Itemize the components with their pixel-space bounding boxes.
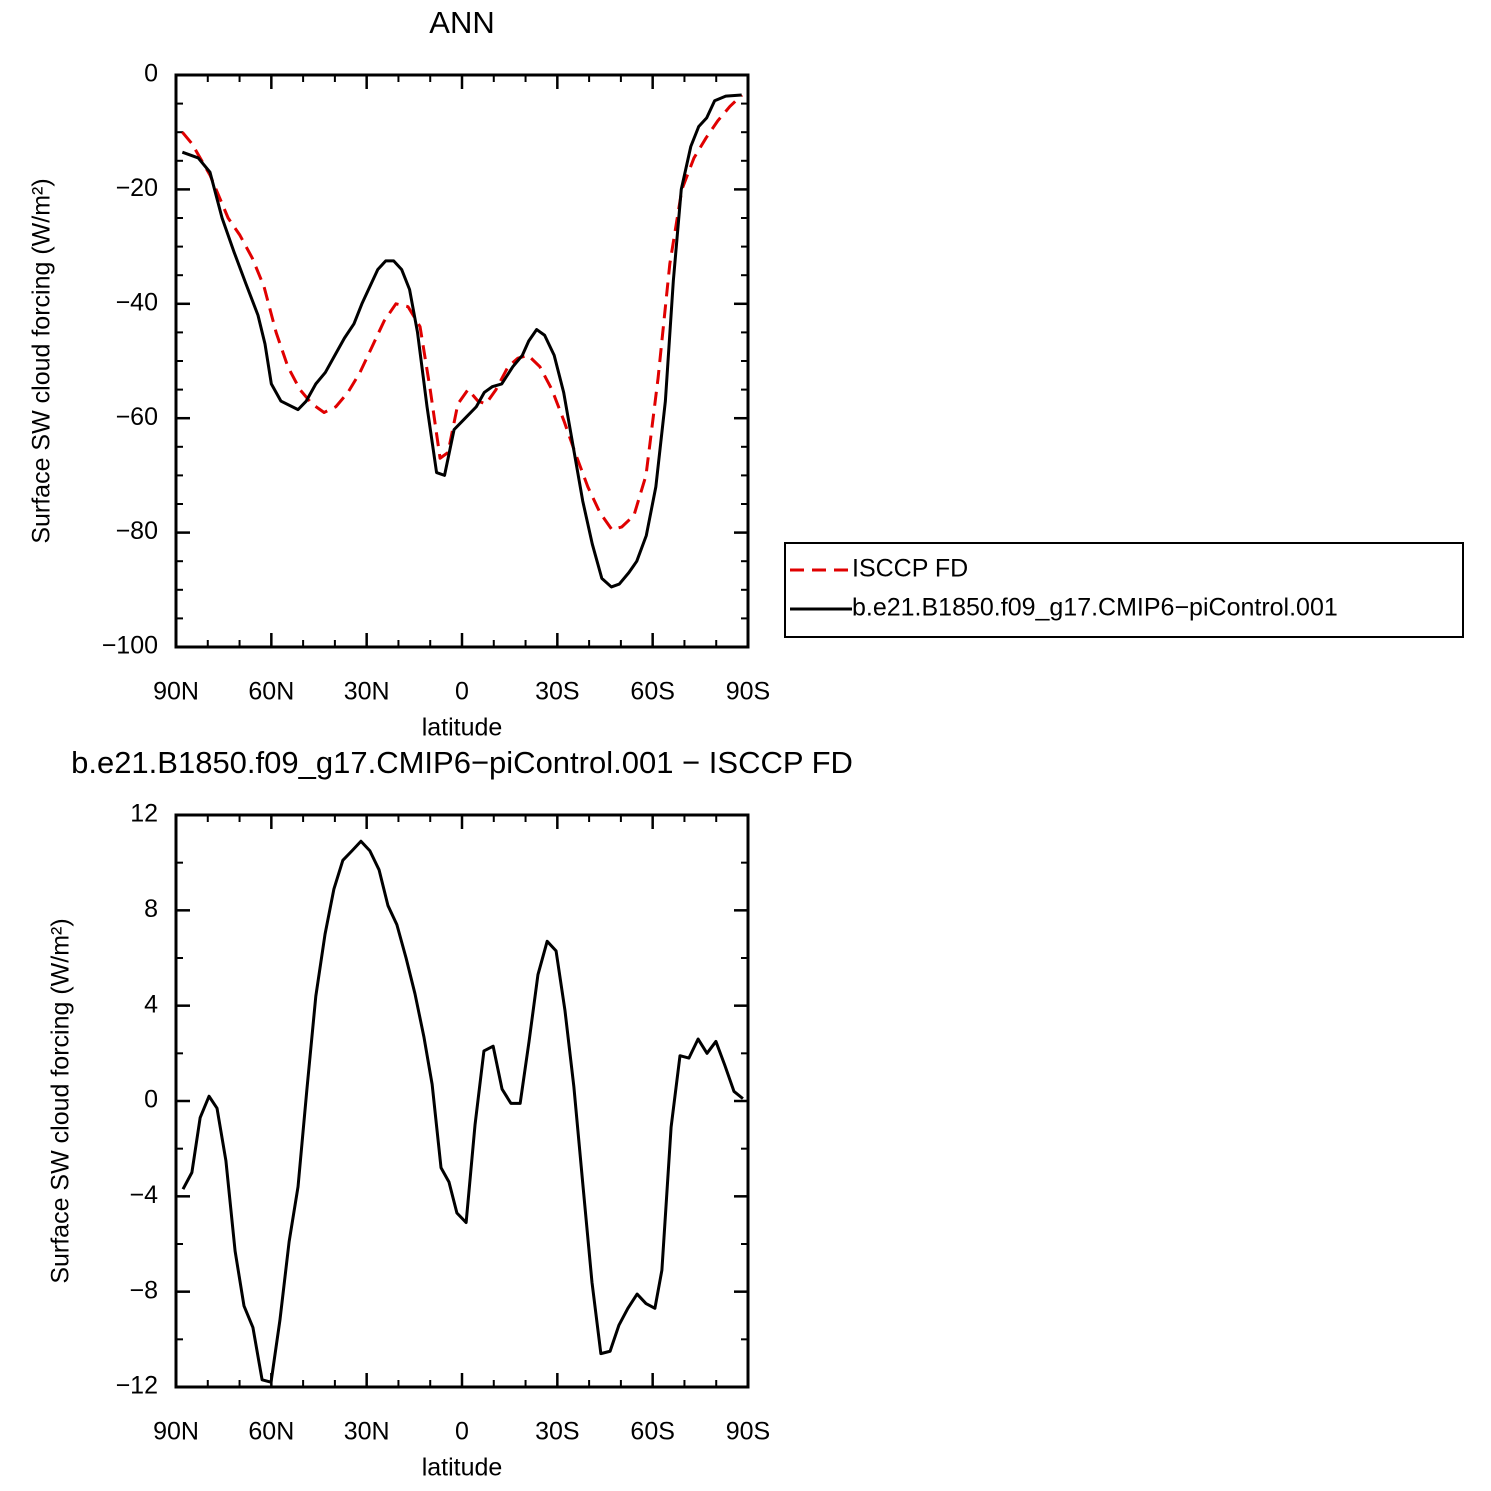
y-tick-label: 8 bbox=[144, 895, 158, 923]
y-tick-label: −80 bbox=[116, 517, 158, 545]
x-tick-label: 30N bbox=[344, 678, 390, 706]
y-tick-label: 0 bbox=[144, 1086, 158, 1114]
x-tick-label: 90S bbox=[726, 1418, 770, 1446]
x-axis-label: latitude bbox=[422, 714, 503, 742]
x-tick-label: 90S bbox=[726, 678, 770, 706]
x-axis-label: latitude bbox=[422, 1454, 503, 1482]
y-tick-label: 4 bbox=[144, 990, 158, 1018]
data-line bbox=[181, 839, 744, 1384]
chart-title: b.e21.B1850.f09_g17.CMIP6−piControl.001 … bbox=[71, 745, 853, 780]
y-tick-label: −60 bbox=[116, 403, 158, 431]
x-tick-label: 60N bbox=[248, 1418, 294, 1446]
x-tick-label: 0 bbox=[455, 1418, 469, 1446]
data-line bbox=[181, 93, 742, 589]
x-tick-label: 0 bbox=[455, 678, 469, 706]
chart-title: ANN bbox=[429, 5, 494, 40]
y-tick-label: 0 bbox=[144, 60, 158, 88]
x-tick-label: 30S bbox=[535, 678, 579, 706]
y-axis-label: Surface SW cloud forcing (W/m²) bbox=[47, 918, 75, 1283]
y-axis-label: Surface SW cloud forcing (W/m²) bbox=[28, 178, 56, 543]
y-tick-label: −20 bbox=[116, 174, 158, 202]
x-tick-label: 30S bbox=[535, 1418, 579, 1446]
y-tick-label: −12 bbox=[116, 1372, 158, 1400]
x-tick-label: 60S bbox=[630, 1418, 674, 1446]
y-tick-label: −100 bbox=[102, 632, 158, 660]
y-tick-label: −8 bbox=[129, 1276, 158, 1304]
y-tick-label: −40 bbox=[116, 288, 158, 316]
legend-label: ISCCP FD bbox=[852, 555, 968, 583]
legend-label: b.e21.B1850.f09_g17.CMIP6−piControl.001 bbox=[852, 594, 1338, 622]
legend-box bbox=[784, 542, 1464, 638]
x-tick-label: 60S bbox=[630, 678, 674, 706]
x-tick-label: 90N bbox=[153, 678, 199, 706]
x-tick-label: 60N bbox=[248, 678, 294, 706]
x-tick-label: 90N bbox=[153, 1418, 199, 1446]
x-tick-label: 30N bbox=[344, 1418, 390, 1446]
y-tick-label: 12 bbox=[130, 800, 158, 828]
plot-frame bbox=[174, 813, 750, 1389]
y-tick-label: −4 bbox=[129, 1181, 158, 1209]
plot-frame bbox=[174, 73, 750, 649]
